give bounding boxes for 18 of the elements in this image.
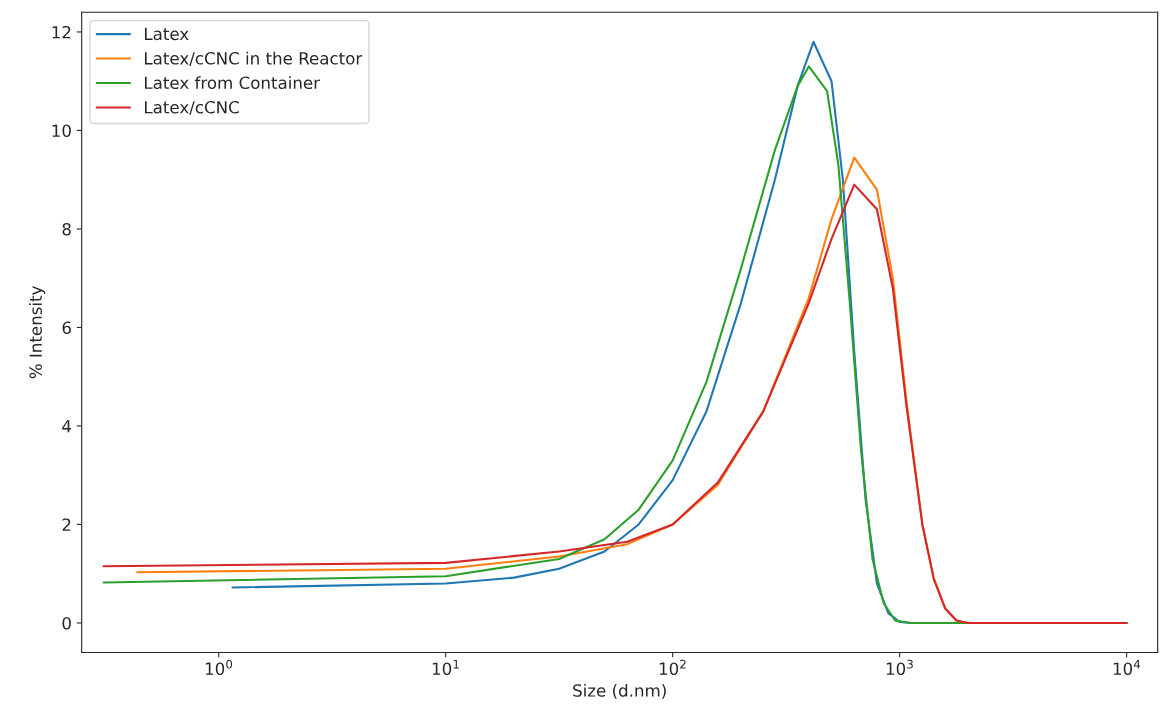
y-tick-label: 10	[52, 124, 71, 138]
x-tick-label: 10$^{1}$	[432, 659, 459, 676]
y-tick-label: 0	[62, 616, 71, 630]
x-tick-label: 10$^{2}$	[659, 659, 686, 675]
x-tick-label: 10$^{3}$	[886, 659, 913, 675]
x-tick-label: 10$^{0}$	[205, 659, 233, 675]
y-tick-label: 8	[62, 222, 71, 236]
legend-label: Latex/cCNC	[144, 100, 239, 115]
y-axis-title: % Intensity	[29, 286, 46, 379]
x-tick-label: 10$^{4}$	[1113, 659, 1141, 676]
legend-label: Latex/cCNC in the Reactor	[144, 51, 363, 66]
y-tick-label: 4	[62, 420, 72, 433]
legend-label: Latex from Container	[144, 76, 321, 90]
legend-label: Latex	[144, 27, 189, 41]
y-tick-label: 2	[62, 518, 71, 531]
y-tick-label: 12	[52, 25, 71, 39]
y-tick-label: 6	[62, 321, 71, 335]
x-axis-title: Size (d.nm)	[573, 683, 666, 699]
